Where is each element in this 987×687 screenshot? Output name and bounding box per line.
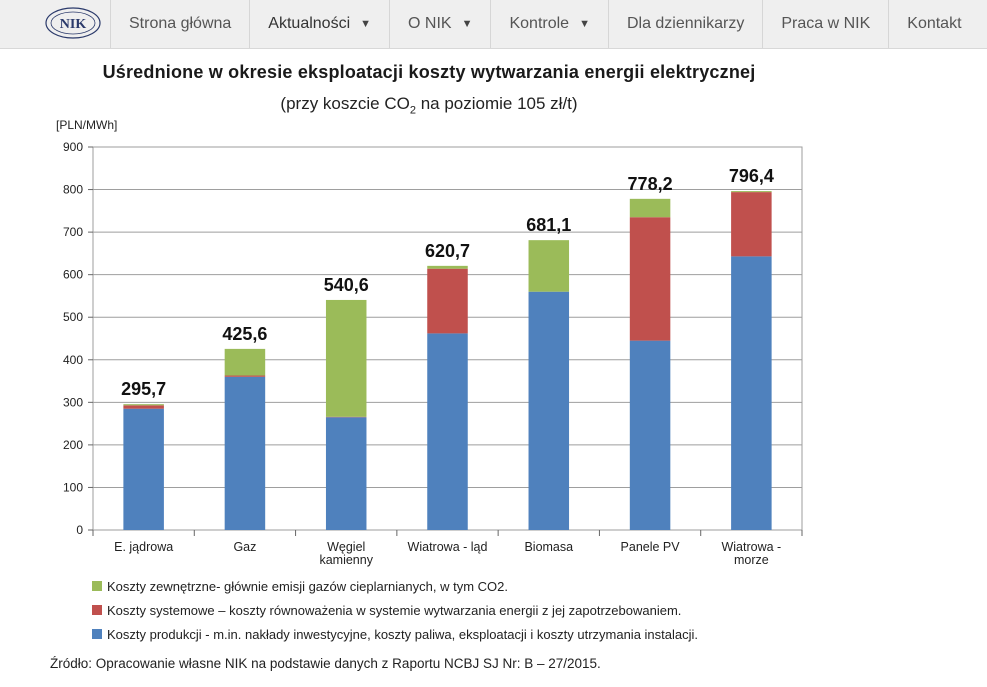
nav-item-label: O NIK — [408, 15, 452, 32]
legend-swatch — [92, 629, 102, 639]
bar-total-label: 620,7 — [425, 241, 470, 261]
bar-segment — [224, 376, 266, 530]
bar-total-label: 540,6 — [324, 275, 369, 295]
chart-subtitle: (przy koszcie CO2 na poziomie 105 zł/t) — [0, 94, 858, 116]
chart-title: Uśrednione w okresie eksploatacji koszty… — [102, 62, 756, 82]
y-tick-label: 500 — [63, 310, 83, 324]
y-tick-label: 100 — [63, 480, 83, 494]
nav-item-label: Kontakt — [907, 15, 962, 32]
x-category-label: Węgiel — [327, 540, 365, 554]
caret-down-icon: ▼ — [579, 18, 590, 30]
x-category-label: morze — [734, 553, 769, 567]
bar-segment — [427, 333, 468, 530]
y-tick-label: 0 — [76, 523, 83, 537]
x-category-label: Gaz — [233, 540, 256, 554]
stacked-bar-chart: 0 100 200 300 400 500 600 700 800 900 [PLN/MWh] 295… — [56, 118, 803, 567]
nav-item-label: Aktualności — [268, 15, 351, 32]
x-category-label: Panele PV — [621, 540, 681, 554]
y-axis-label: [PLN/MWh] — [56, 118, 117, 132]
y-tick-label: 800 — [63, 183, 83, 197]
nav-item-label: Praca w NIK — [781, 15, 871, 32]
bar-segment — [731, 191, 772, 193]
nik-logo[interactable]: NIK — [44, 6, 102, 40]
y-tick-label: 200 — [63, 438, 83, 452]
nav-item-label: Strona główna — [129, 15, 232, 32]
legend-item: Koszty zewnętrzne- głównie emisji gazów … — [92, 574, 698, 598]
legend-item: Koszty systemowe – koszty równoważenia w… — [92, 598, 698, 622]
legend-swatch — [92, 605, 102, 615]
bar-total-label: 681,1 — [526, 215, 571, 235]
nav-item-3[interactable]: Kontrole ▼ — [490, 0, 607, 48]
y-tick-label: 400 — [63, 353, 83, 367]
legend-label: Koszty produkcji - m.in. nakłady inwesty… — [107, 626, 699, 642]
bar-segment — [224, 375, 266, 377]
nav-item-4[interactable]: Dla dziennikarzy — [607, 0, 762, 48]
x-category-label: Wiatrowa - — [721, 540, 781, 554]
bar-segment — [629, 217, 671, 341]
nav-menu: Strona główna Aktualności ▼ O NIK ▼ Kontrole ▼… — [110, 0, 980, 48]
nav-item-6[interactable]: Kontakt — [888, 0, 979, 48]
bar-segment — [224, 348, 266, 376]
bar-segment — [325, 417, 367, 530]
bar-total-label: 778,2 — [628, 174, 673, 194]
bar-total-label: 295,7 — [121, 379, 166, 399]
bar-segment — [629, 340, 671, 530]
caret-down-icon: ▼ — [461, 18, 473, 30]
x-category-label: E. jądrowa — [114, 540, 173, 554]
bar-segment — [123, 408, 164, 530]
bar-segment — [629, 198, 671, 218]
nav-item-label: Dla dziennikarzy — [626, 15, 745, 32]
subtitle-suffix: na poziomie 105 zł/t) — [415, 94, 578, 113]
bar-segment — [528, 291, 570, 530]
nav-item-2[interactable]: O NIK ▼ — [389, 0, 490, 48]
nav-item-label: Kontrole — [509, 15, 570, 32]
bar-segment — [528, 240, 570, 292]
svg-text:NIK: NIK — [60, 17, 87, 32]
bar-segment — [325, 299, 367, 417]
x-category-label: Wiatrowa - ląd — [408, 540, 488, 554]
legend-label: Koszty systemowe – koszty równoważenia w… — [107, 602, 682, 618]
bar-segment — [427, 265, 468, 269]
x-category-label: Biomasa — [524, 540, 573, 554]
y-tick-label: 900 — [63, 140, 83, 154]
nav-item-5[interactable]: Praca w NIK — [762, 0, 888, 48]
legend-label: Koszty zewnętrzne- głównie emisji gazów … — [107, 578, 508, 594]
y-tick-label: 300 — [63, 395, 83, 409]
nav-item-0[interactable]: Strona główna — [110, 0, 249, 48]
chart-legend: Koszty zewnętrzne- głównie emisji gazów … — [92, 574, 698, 646]
bar-total-label: 796,4 — [729, 166, 774, 186]
top-navigation: NIK Strona główna Aktualności ▼ O NIK ▼ Kontr… — [0, 0, 987, 49]
legend-swatch — [92, 581, 102, 591]
y-tick-label: 700 — [63, 225, 83, 239]
bar-segment — [731, 256, 772, 530]
bar-segment — [123, 404, 164, 406]
bar-segment — [731, 192, 772, 257]
legend-item: Koszty produkcji - m.in. nakłady inwesty… — [92, 622, 698, 646]
caret-down-icon: ▼ — [360, 18, 372, 30]
nav-item-1[interactable]: Aktualności ▼ — [249, 0, 389, 48]
y-tick-label: 600 — [63, 268, 83, 282]
source-note: Źródło: Opracowanie własne NIK na podsta… — [50, 656, 601, 671]
subtitle-prefix: (przy koszcie CO — [280, 94, 410, 113]
subtitle-subscript: 2 — [409, 104, 416, 117]
x-category-label: kamienny — [319, 553, 373, 567]
bar-segment — [427, 268, 468, 334]
bar-total-label: 425,6 — [222, 324, 267, 344]
bar-segment — [123, 405, 164, 409]
